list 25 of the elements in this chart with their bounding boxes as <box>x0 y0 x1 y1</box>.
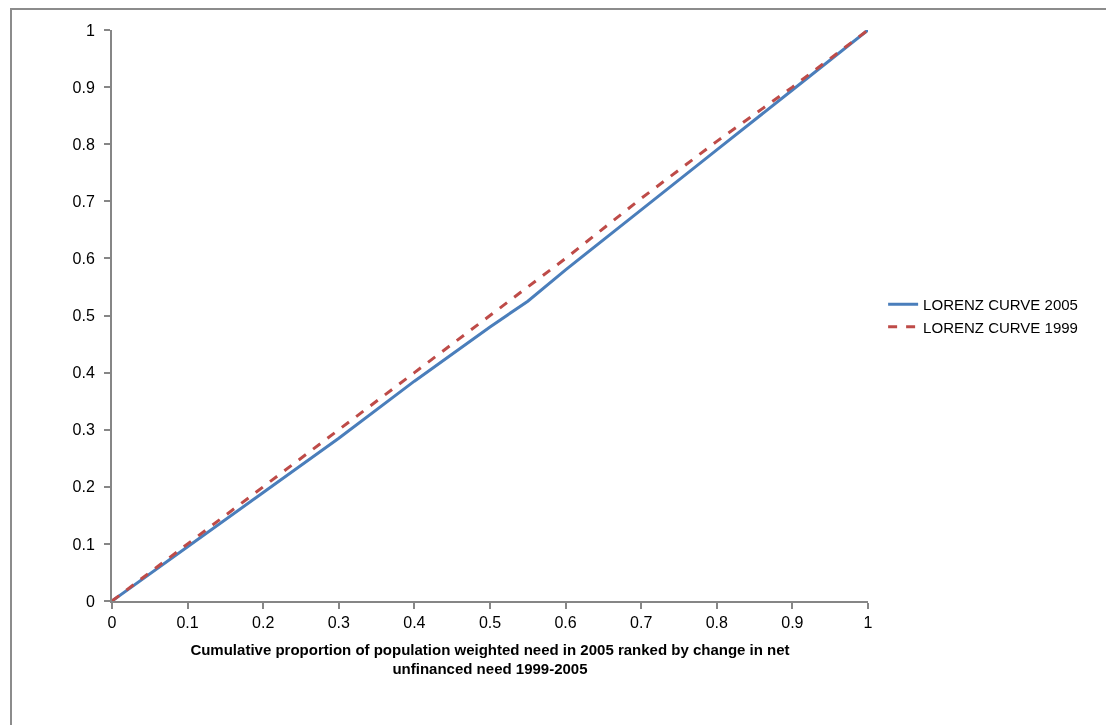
x-tick-label: 0.6 <box>554 614 577 632</box>
y-tick-label: 0.6 <box>72 250 95 267</box>
y-tick-label: 0 <box>85 592 95 610</box>
y-tick-label: 1 <box>85 21 95 39</box>
x-tick-label: 0 <box>107 614 117 632</box>
x-tick-label: 0.2 <box>252 614 275 632</box>
x-axis-title: Cumulative proportion of population weighted need in 2005 ranked by change in net unfinanced need 1999-2005 <box>190 640 790 678</box>
legend-label: LORENZ CURVE 2005 <box>923 296 1078 314</box>
x-tick-label: 0.4 <box>403 614 426 632</box>
y-tick-label: 0.3 <box>72 421 95 439</box>
x-tick-label: 0.3 <box>327 614 351 632</box>
y-tick-label: 0.5 <box>72 307 95 325</box>
x-tick-label: 0.5 <box>478 614 502 632</box>
x-tick-label: 0.8 <box>705 614 729 632</box>
y-tick-label: 0.9 <box>72 78 95 96</box>
x-tick-label: 0.9 <box>781 614 804 632</box>
y-tick-label: 0.1 <box>72 535 95 553</box>
y-tick-label: 0.4 <box>72 364 95 382</box>
x-tick-label: 0.1 <box>176 614 199 632</box>
y-tick-label: 0.7 <box>72 192 95 210</box>
y-tick-label: 0.2 <box>72 478 95 496</box>
legend-label: LORENZ CURVE 1999 <box>923 318 1078 336</box>
y-tick-label: 0.8 <box>72 135 95 153</box>
x-tick-label: 0.7 <box>630 614 653 632</box>
x-tick-label: 1 <box>863 614 873 632</box>
